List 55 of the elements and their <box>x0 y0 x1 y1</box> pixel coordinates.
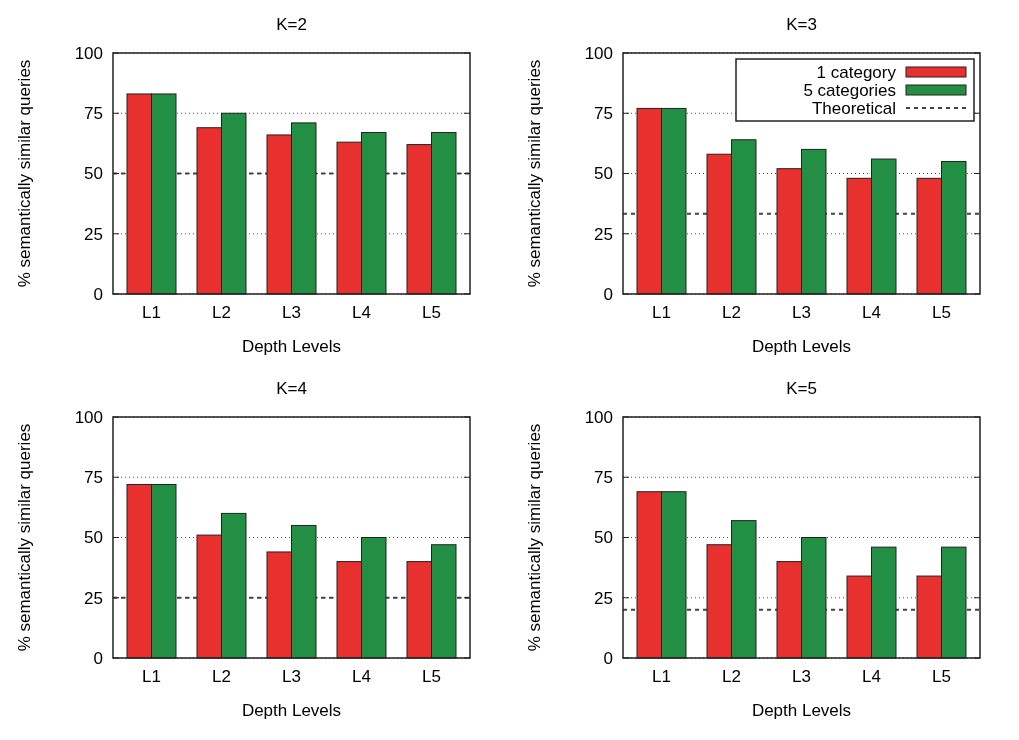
x-tick-label: L2 <box>722 303 741 322</box>
chart-title: K=2 <box>276 15 307 34</box>
x-tick-label: L5 <box>422 303 441 322</box>
y-tick-label: 25 <box>84 224 103 244</box>
y-tick-label: 100 <box>74 407 103 427</box>
y-tick-label: 25 <box>594 224 613 244</box>
x-tick-label: L2 <box>212 303 231 322</box>
x-axis-title: Depth Levels <box>751 337 852 356</box>
legend-label: Theoretical <box>811 98 896 118</box>
y-axis-title: % semantically similar queries <box>15 423 34 652</box>
y-tick-label: 50 <box>594 528 613 548</box>
x-tick-label: L4 <box>352 667 371 686</box>
y-tick-label: 100 <box>74 43 103 63</box>
chart-title: K=5 <box>786 379 817 398</box>
x-tick-label: L1 <box>652 667 671 686</box>
legend-label: 1 category <box>816 62 897 82</box>
x-tick-label: L3 <box>282 667 301 686</box>
legend-label: 5 categories <box>803 80 896 100</box>
y-axis-title: % semantically similar queries <box>525 423 544 652</box>
y-tick-label: 25 <box>594 588 613 608</box>
x-tick-label: L1 <box>142 303 161 322</box>
y-tick-label: 50 <box>84 528 103 548</box>
x-tick-label: L4 <box>862 303 881 322</box>
y-tick-label: 75 <box>84 468 103 488</box>
chart-title: K=4 <box>276 379 307 398</box>
y-tick-label: 50 <box>594 164 613 184</box>
y-tick-label: 75 <box>84 104 103 124</box>
y-tick-label: 0 <box>603 284 613 304</box>
x-tick-label: L5 <box>932 667 951 686</box>
x-axis-title: Depth Levels <box>241 701 342 720</box>
y-tick-label: 25 <box>84 588 103 608</box>
x-tick-label: L4 <box>352 303 371 322</box>
y-tick-label: 75 <box>594 468 613 488</box>
x-tick-label: L3 <box>792 667 811 686</box>
x-axis-title: Depth Levels <box>751 701 852 720</box>
x-tick-label: L2 <box>722 667 741 686</box>
y-tick-label: 100 <box>584 407 613 427</box>
y-tick-label: 75 <box>594 104 613 124</box>
x-tick-label: L5 <box>422 667 441 686</box>
x-tick-label: L4 <box>862 667 881 686</box>
x-tick-label: L5 <box>932 303 951 322</box>
y-tick-label: 0 <box>603 648 613 668</box>
x-tick-label: L2 <box>212 667 231 686</box>
x-tick-label: L3 <box>282 303 301 322</box>
x-tick-label: L1 <box>652 303 671 322</box>
x-tick-label: L3 <box>792 303 811 322</box>
x-axis-title: Depth Levels <box>241 337 342 356</box>
y-tick-label: 0 <box>93 284 103 304</box>
chart-title: K=3 <box>786 15 817 34</box>
y-tick-label: 0 <box>93 648 103 668</box>
y-axis-title: % semantically similar queries <box>15 59 34 288</box>
x-tick-label: L1 <box>142 667 161 686</box>
y-tick-label: 100 <box>584 43 613 63</box>
y-axis-title: % semantically similar queries <box>525 59 544 288</box>
y-tick-label: 50 <box>84 164 103 184</box>
